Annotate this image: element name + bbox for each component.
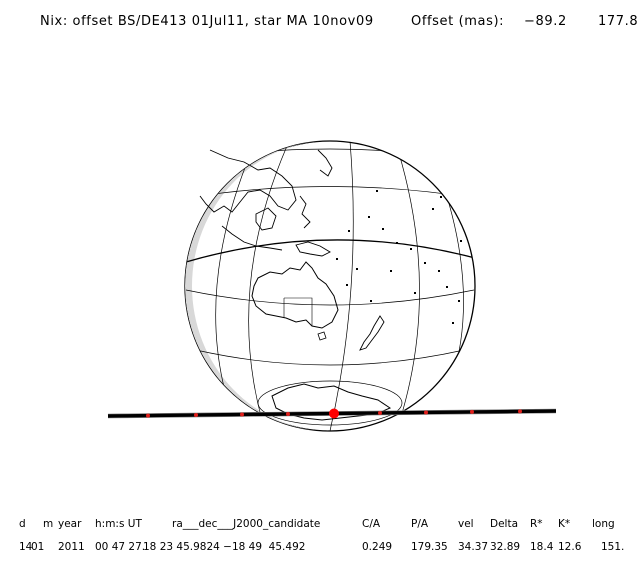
new-guinea [295,241,331,257]
track-time-mark [424,410,428,415]
column-header: R* [530,518,543,530]
sumatra-java [221,225,283,251]
column-value: 151. [601,541,625,553]
track-time-mark [240,412,244,417]
chart-title: Nix: offset BS/DE413 01Jul11, star MA 10… [40,14,374,29]
column-header: year [58,518,82,530]
column-value: 12.6 [558,541,582,553]
column-header: C/A [362,518,381,530]
header: Nix: offset BS/DE413 01Jul11, star MA 10… [0,14,643,34]
philippines [299,195,311,229]
new-zealand [359,315,385,351]
column-value: 14 [19,541,33,553]
track-time-mark [470,409,474,414]
column-header: P/A [411,518,429,530]
track-time-marks [146,409,522,418]
tropic-line [185,239,475,263]
column-header: vel [458,518,474,530]
column-value: 2011 [58,541,85,553]
polar-circle [257,380,403,426]
column-value: 0.249 [362,541,393,553]
borneo [255,207,277,231]
track-time-mark [194,413,198,417]
tasmania [317,331,327,341]
offset-label: Offset (mas): [411,14,505,29]
antarctica-coastline [271,383,392,421]
column-header: K* [558,518,571,530]
column-header: long [592,518,615,530]
track-time-mark [146,413,150,418]
track-time-mark [518,409,522,414]
asia-coastline [199,149,297,213]
column-header: h:m:s UT [95,518,142,530]
japan [317,149,333,177]
offset-x-value: −89.2 [524,14,567,29]
occultation-map [107,140,557,432]
column-header: Delta [490,518,519,530]
track-time-mark [378,411,382,415]
australia-borders [283,297,313,326]
column-value: 34.37 [458,541,489,553]
australia-coastline [251,261,339,329]
offset-y-value: 177.8 [598,14,639,29]
column-value: 00 47 27. [95,541,146,553]
pacific-islands [336,190,462,324]
closest-approach-marker [329,408,339,419]
column-value: 179.35 [411,541,448,553]
column-value: 01 [31,541,45,553]
column-header: m [43,518,54,530]
track-time-mark [286,412,290,416]
column-value: 32.89 [490,541,521,553]
column-value: 18.4 [530,541,554,553]
column-header: d [19,518,26,530]
column-value: 18 23 45.9824 −18 49 45.492 [143,541,306,553]
column-header: ra___dec___J2000_candidate [172,518,321,530]
